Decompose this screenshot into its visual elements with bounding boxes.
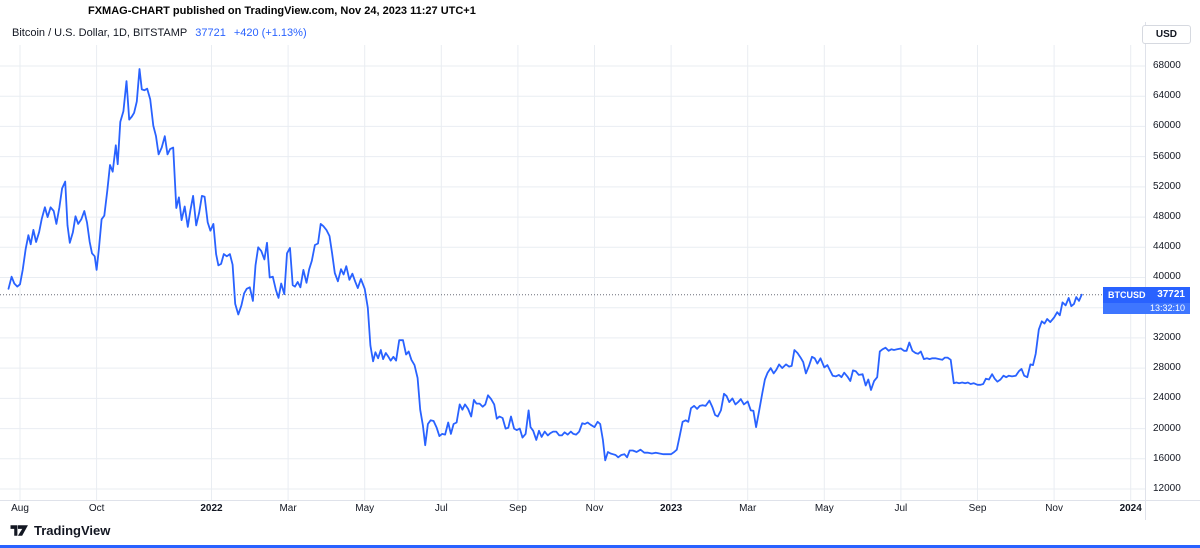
time-tick-label[interactable]: Jul — [894, 503, 908, 514]
price-tick-label: 60000 — [1153, 120, 1181, 132]
price-tick-label: 68000 — [1153, 60, 1181, 71]
time-tick-label[interactable]: May — [814, 503, 834, 514]
time-tick-label[interactable]: Mar — [739, 503, 757, 514]
time-tick-label[interactable]: 2022 — [200, 503, 223, 514]
price-axis[interactable]: 68000 64000 60000 56000 52000 48000 44000 40000… — [1146, 45, 1200, 500]
time-tick-label[interactable]: Mar — [279, 503, 297, 514]
badge-symbol-label: BTCUSD — [1108, 289, 1146, 300]
price-tick-label: 52000 — [1153, 180, 1181, 192]
tradingview-logo-icon — [10, 525, 28, 536]
price-chart[interactable] — [0, 45, 1145, 500]
price-tick-label: 40000 — [1153, 271, 1181, 283]
price-tick-label: 20000 — [1153, 422, 1181, 434]
price-tick-label: 56000 — [1153, 150, 1181, 162]
time-tick-label[interactable]: Nov — [1045, 503, 1063, 514]
currency-toggle-button[interactable]: USD — [1141, 25, 1191, 44]
badge-price-value: 37721 — [1157, 289, 1185, 301]
price-tick-label: 64000 — [1153, 90, 1181, 102]
time-axis-border — [0, 500, 1200, 501]
time-tick-label[interactable]: Nov — [585, 503, 604, 514]
candle-countdown: 13:32:10 — [1103, 302, 1190, 314]
last-price: 37721 — [195, 27, 226, 39]
time-tick-label[interactable]: 2023 — [659, 503, 683, 514]
price-tick-label: 12000 — [1153, 482, 1181, 494]
tradingview-brand-text: TradingView — [34, 523, 111, 538]
time-tick-label[interactable]: Jul — [434, 503, 448, 514]
attribution-text: FXMAG-CHART published on TradingView.com… — [88, 5, 476, 17]
price-axis-border — [1145, 22, 1146, 520]
price-tick-label: 16000 — [1153, 452, 1181, 464]
time-tick-label[interactable]: Aug — [11, 503, 29, 514]
price-change: +420 (+1.13%) — [233, 27, 307, 39]
price-tick-label: 32000 — [1153, 331, 1181, 343]
symbol-title[interactable]: Bitcoin / U.S. Dollar, 1D, BITSTAMP — [12, 27, 188, 39]
price-tick-label: 44000 — [1153, 241, 1181, 253]
price-tick-label: 28000 — [1153, 362, 1181, 374]
tradingview-footer-link[interactable]: TradingView — [10, 523, 110, 538]
price-tick-label: 48000 — [1153, 211, 1181, 223]
price-badge-main: BTCUSD 37721 — [1103, 286, 1190, 303]
time-tick-label[interactable]: Sep — [508, 503, 527, 514]
time-tick-label[interactable]: Sep — [968, 503, 987, 514]
time-axis[interactable]: Aug Oct 2022 Mar May Jul Sep Nov 2023 Mar May Jul Se… — [0, 503, 1145, 520]
time-tick-label[interactable]: Oct — [88, 503, 105, 514]
bottom-accent-bar — [0, 545, 1200, 548]
time-tick-label[interactable]: May — [355, 503, 375, 514]
time-tick-label[interactable]: 2024 — [1119, 503, 1142, 514]
price-tick-label: 24000 — [1153, 392, 1181, 404]
chart-legend[interactable]: Bitcoin / U.S. Dollar, 1D, BITSTAMP 3772… — [12, 27, 307, 39]
current-price-badge: BTCUSD 37721 13:32:10 — [1103, 286, 1190, 314]
